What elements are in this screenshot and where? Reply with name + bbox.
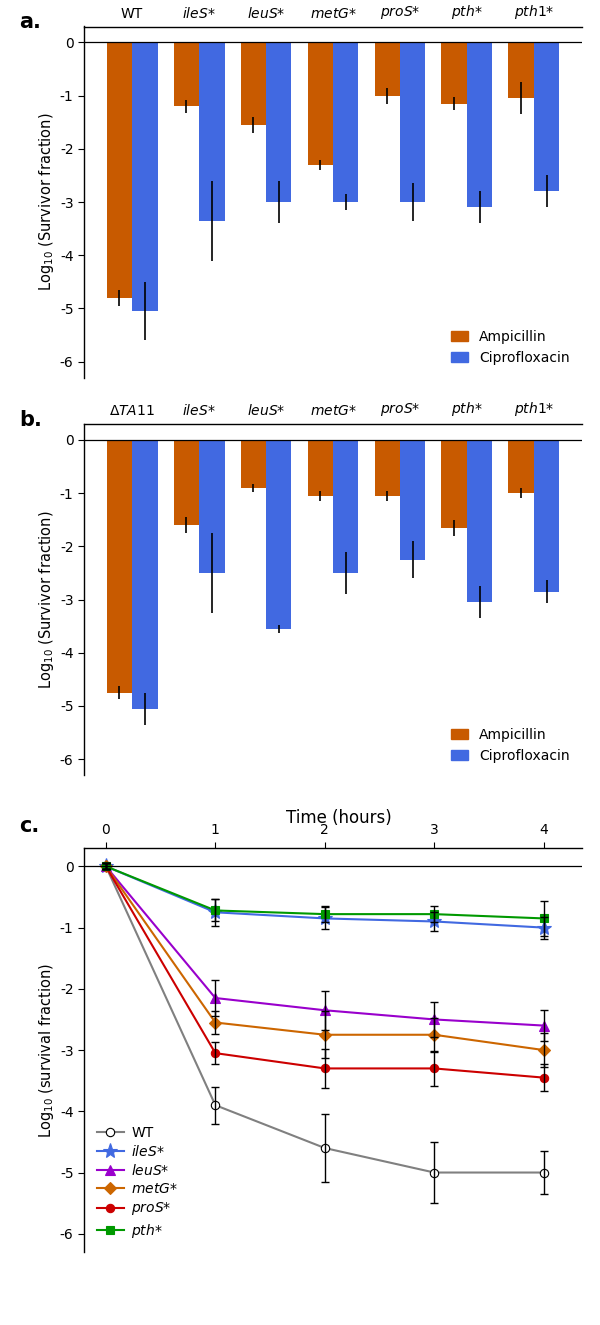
Bar (400, 440, 425, 559)
Bar (442, 42, 467, 103)
Bar (442, 440, 467, 527)
Bar (400, 42, 425, 203)
Bar (467, 42, 493, 208)
Text: b.: b. (19, 409, 42, 429)
Bar (508, 42, 534, 98)
Bar (374, 440, 400, 496)
Bar (241, 42, 266, 125)
Bar (508, 440, 534, 493)
Bar (333, 42, 358, 203)
Text: Time (hours): Time (hours) (286, 808, 392, 827)
Bar (308, 440, 333, 496)
Legend: Ampicillin, Ciprofloxacin: Ampicillin, Ciprofloxacin (446, 722, 575, 768)
Legend: Ampicillin, Ciprofloxacin: Ampicillin, Ciprofloxacin (446, 325, 575, 371)
Bar (333, 440, 358, 572)
Bar (132, 42, 158, 311)
Bar (107, 440, 132, 693)
Y-axis label: Log$_{10}$ (Survivor fraction): Log$_{10}$ (Survivor fraction) (37, 510, 56, 689)
Bar (374, 42, 400, 95)
Bar (173, 440, 199, 525)
Bar (199, 42, 224, 221)
Text: c.: c. (19, 816, 40, 836)
Bar (199, 440, 224, 572)
Y-axis label: Log$_{10}$ (Survivor fraction): Log$_{10}$ (Survivor fraction) (37, 113, 56, 292)
Legend: WT, $\it{ileS}$*, $\it{leuS}$*, $\it{metG}$*, $\it{proS}$*, $\it{pth}$*: WT, $\it{ileS}$*, $\it{leuS}$*, $\it{met… (91, 1120, 184, 1246)
Bar (534, 42, 559, 191)
Bar (534, 440, 559, 591)
Bar (308, 42, 333, 164)
Text: a.: a. (19, 12, 41, 32)
Bar (132, 440, 158, 709)
Bar (266, 42, 292, 203)
Y-axis label: Log$_{10}$ (survival fraction): Log$_{10}$ (survival fraction) (37, 963, 56, 1137)
Bar (107, 42, 132, 298)
Bar (467, 440, 493, 603)
Bar (266, 440, 292, 629)
Bar (173, 42, 199, 106)
Bar (241, 440, 266, 488)
